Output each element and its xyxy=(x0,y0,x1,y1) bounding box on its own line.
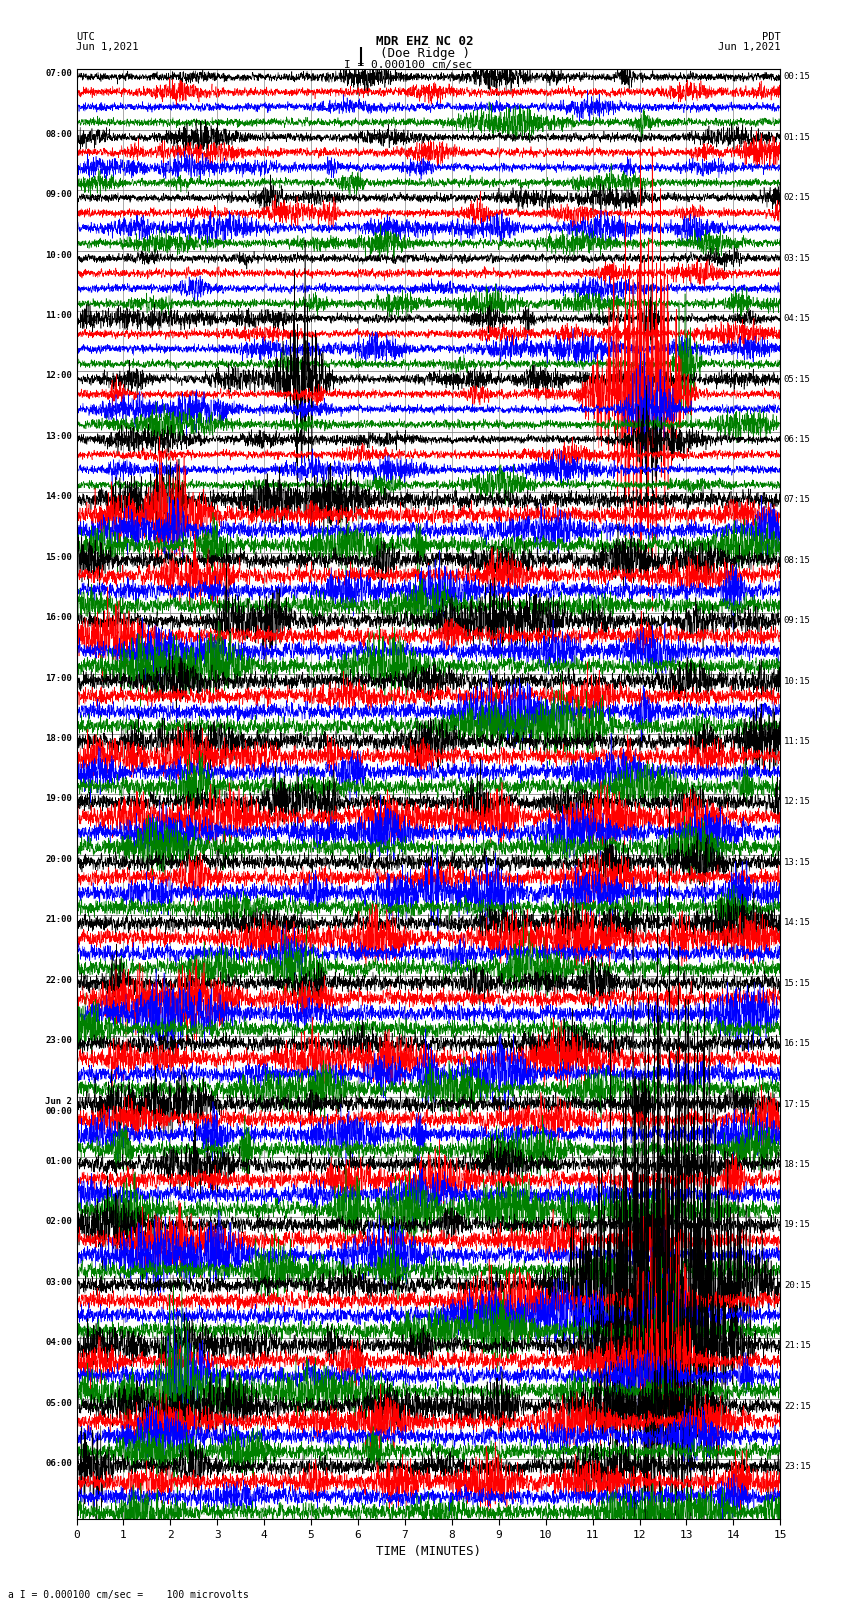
Text: 05:00: 05:00 xyxy=(45,1398,72,1408)
Text: 03:15: 03:15 xyxy=(784,253,811,263)
Text: 19:15: 19:15 xyxy=(784,1221,811,1229)
Text: UTC: UTC xyxy=(76,32,95,42)
Text: 05:15: 05:15 xyxy=(784,374,811,384)
Text: Jun 1,2021: Jun 1,2021 xyxy=(76,42,139,52)
Text: 17:00: 17:00 xyxy=(45,674,72,682)
Text: 04:15: 04:15 xyxy=(784,315,811,323)
Text: (Doe Ridge ): (Doe Ridge ) xyxy=(380,47,470,60)
Text: 04:00: 04:00 xyxy=(45,1339,72,1347)
Text: Jun 2
00:00: Jun 2 00:00 xyxy=(45,1097,72,1116)
Text: 09:15: 09:15 xyxy=(784,616,811,626)
Text: 09:00: 09:00 xyxy=(45,190,72,198)
Text: 16:00: 16:00 xyxy=(45,613,72,623)
Text: 22:00: 22:00 xyxy=(45,976,72,984)
Text: 18:00: 18:00 xyxy=(45,734,72,744)
Text: 20:15: 20:15 xyxy=(784,1281,811,1290)
Text: 12:15: 12:15 xyxy=(784,797,811,806)
Text: 01:00: 01:00 xyxy=(45,1157,72,1166)
Text: 22:15: 22:15 xyxy=(784,1402,811,1411)
Text: 06:15: 06:15 xyxy=(784,436,811,444)
Text: 14:15: 14:15 xyxy=(784,918,811,927)
Text: a I = 0.000100 cm/sec =    100 microvolts: a I = 0.000100 cm/sec = 100 microvolts xyxy=(8,1590,249,1600)
Text: 07:00: 07:00 xyxy=(45,69,72,79)
Text: 21:00: 21:00 xyxy=(45,915,72,924)
Text: 12:00: 12:00 xyxy=(45,371,72,381)
Text: 10:00: 10:00 xyxy=(45,250,72,260)
Text: 21:15: 21:15 xyxy=(784,1342,811,1350)
Text: 23:15: 23:15 xyxy=(784,1461,811,1471)
Text: 13:15: 13:15 xyxy=(784,858,811,866)
Text: 19:00: 19:00 xyxy=(45,795,72,803)
Text: 08:15: 08:15 xyxy=(784,556,811,565)
Text: 01:15: 01:15 xyxy=(784,132,811,142)
Text: 11:00: 11:00 xyxy=(45,311,72,319)
Text: 18:15: 18:15 xyxy=(784,1160,811,1169)
Text: 11:15: 11:15 xyxy=(784,737,811,747)
Text: 06:00: 06:00 xyxy=(45,1460,72,1468)
Text: 08:00: 08:00 xyxy=(45,129,72,139)
Text: PDT: PDT xyxy=(762,32,780,42)
Text: 16:15: 16:15 xyxy=(784,1039,811,1048)
Text: Jun 1,2021: Jun 1,2021 xyxy=(717,42,780,52)
Text: 15:15: 15:15 xyxy=(784,979,811,987)
X-axis label: TIME (MINUTES): TIME (MINUTES) xyxy=(376,1545,481,1558)
Text: 23:00: 23:00 xyxy=(45,1036,72,1045)
Text: 14:00: 14:00 xyxy=(45,492,72,502)
Text: 03:00: 03:00 xyxy=(45,1277,72,1287)
Text: I = 0.000100 cm/sec: I = 0.000100 cm/sec xyxy=(344,60,472,69)
Text: 10:15: 10:15 xyxy=(784,676,811,686)
Text: 02:00: 02:00 xyxy=(45,1218,72,1226)
Text: MDR EHZ NC 02: MDR EHZ NC 02 xyxy=(377,35,473,48)
Text: 15:00: 15:00 xyxy=(45,553,72,561)
Text: 07:15: 07:15 xyxy=(784,495,811,505)
Text: 13:00: 13:00 xyxy=(45,432,72,440)
Text: 20:00: 20:00 xyxy=(45,855,72,865)
Text: 00:15: 00:15 xyxy=(784,73,811,81)
Text: 17:15: 17:15 xyxy=(784,1100,811,1108)
Text: 02:15: 02:15 xyxy=(784,194,811,202)
